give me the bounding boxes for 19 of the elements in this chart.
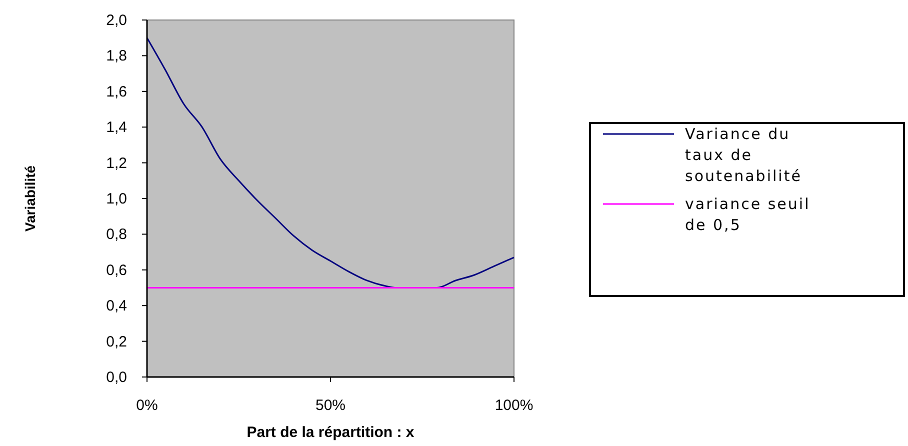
- legend-label: Variance du taux de soutenabilité: [685, 125, 802, 185]
- y-tick-label: 0,4: [106, 298, 127, 315]
- x-tick-label: 0%: [136, 397, 158, 414]
- legend-label: variance seuil de 0,5: [685, 195, 810, 234]
- y-tick-label: 1,2: [106, 154, 127, 172]
- y-tick-label: 0,8: [106, 226, 127, 244]
- x-tick-label: 100%: [494, 397, 534, 414]
- y-tick-label: 0,2: [106, 333, 127, 350]
- y-tick-label: 0,0: [106, 369, 127, 386]
- x-axis-title: Part de la répartition : x: [246, 424, 415, 441]
- y-tick-label: 1,4: [106, 119, 127, 136]
- x-tick-label: 50%: [315, 397, 346, 414]
- y-tick-label: 1,0: [106, 190, 127, 208]
- y-tick-label: 1,8: [106, 48, 127, 65]
- y-axis-title: Variabilité: [22, 165, 38, 232]
- y-tick-label: 1,6: [106, 83, 127, 100]
- line-series: [146, 37, 515, 288]
- y-tick-label: 0,6: [106, 262, 127, 279]
- y-tick-label: 2,0: [106, 12, 127, 29]
